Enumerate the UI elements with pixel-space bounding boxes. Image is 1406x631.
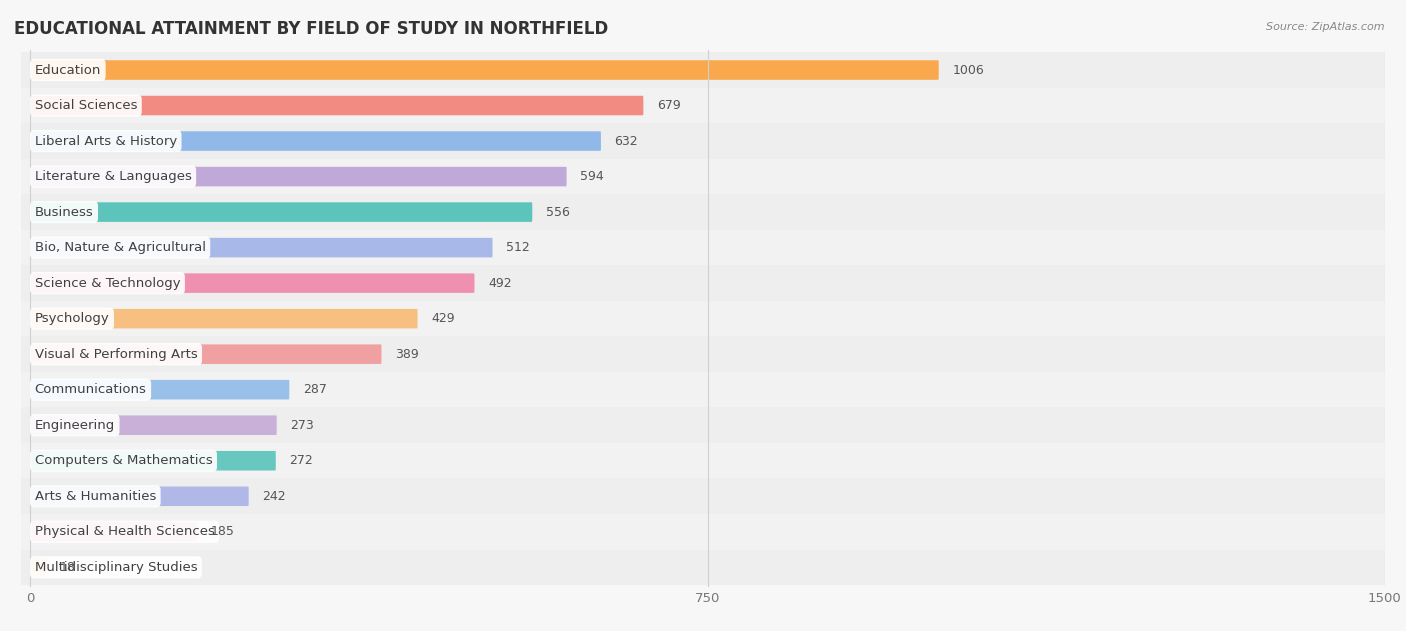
Text: Psychology: Psychology [35,312,110,325]
FancyBboxPatch shape [30,487,249,506]
FancyBboxPatch shape [3,123,1406,159]
FancyBboxPatch shape [30,203,533,222]
FancyBboxPatch shape [30,309,418,328]
Text: Engineering: Engineering [35,419,115,432]
FancyBboxPatch shape [30,451,276,471]
Text: 594: 594 [581,170,605,183]
Text: 273: 273 [290,419,314,432]
FancyBboxPatch shape [30,238,492,257]
FancyBboxPatch shape [3,408,1406,443]
FancyBboxPatch shape [30,96,644,115]
FancyBboxPatch shape [3,550,1406,585]
Text: 18: 18 [60,561,76,574]
Text: Multidisciplinary Studies: Multidisciplinary Studies [35,561,197,574]
Text: 632: 632 [614,134,638,148]
Text: 1006: 1006 [952,64,984,76]
Text: Communications: Communications [35,383,146,396]
Text: Business: Business [35,206,93,218]
Text: Arts & Humanities: Arts & Humanities [35,490,156,503]
FancyBboxPatch shape [30,273,474,293]
FancyBboxPatch shape [3,478,1406,514]
FancyBboxPatch shape [3,266,1406,301]
Text: Visual & Performing Arts: Visual & Performing Arts [35,348,197,361]
FancyBboxPatch shape [3,372,1406,408]
Text: Physical & Health Sciences: Physical & Health Sciences [35,525,215,538]
FancyBboxPatch shape [30,415,277,435]
Text: 492: 492 [488,276,512,290]
Text: 287: 287 [302,383,326,396]
Text: 185: 185 [211,525,235,538]
Text: 429: 429 [432,312,454,325]
Text: Bio, Nature & Agricultural: Bio, Nature & Agricultural [35,241,205,254]
Text: 389: 389 [395,348,419,361]
FancyBboxPatch shape [30,60,939,80]
FancyBboxPatch shape [30,131,600,151]
FancyBboxPatch shape [3,301,1406,336]
Text: Computers & Mathematics: Computers & Mathematics [35,454,212,467]
Text: Source: ZipAtlas.com: Source: ZipAtlas.com [1267,22,1385,32]
Text: 272: 272 [290,454,314,467]
FancyBboxPatch shape [3,159,1406,194]
Text: Liberal Arts & History: Liberal Arts & History [35,134,177,148]
Text: Literature & Languages: Literature & Languages [35,170,191,183]
FancyBboxPatch shape [3,194,1406,230]
FancyBboxPatch shape [3,88,1406,123]
FancyBboxPatch shape [3,336,1406,372]
FancyBboxPatch shape [30,380,290,399]
Text: 512: 512 [506,241,530,254]
FancyBboxPatch shape [3,52,1406,88]
FancyBboxPatch shape [3,443,1406,478]
FancyBboxPatch shape [30,558,46,577]
Text: 556: 556 [546,206,569,218]
Text: Social Sciences: Social Sciences [35,99,138,112]
Text: Education: Education [35,64,101,76]
FancyBboxPatch shape [3,514,1406,550]
Text: EDUCATIONAL ATTAINMENT BY FIELD OF STUDY IN NORTHFIELD: EDUCATIONAL ATTAINMENT BY FIELD OF STUDY… [14,20,609,38]
FancyBboxPatch shape [3,230,1406,266]
Text: 242: 242 [263,490,285,503]
Text: Science & Technology: Science & Technology [35,276,180,290]
FancyBboxPatch shape [30,522,197,541]
FancyBboxPatch shape [30,167,567,186]
Text: 679: 679 [657,99,681,112]
FancyBboxPatch shape [30,345,381,364]
